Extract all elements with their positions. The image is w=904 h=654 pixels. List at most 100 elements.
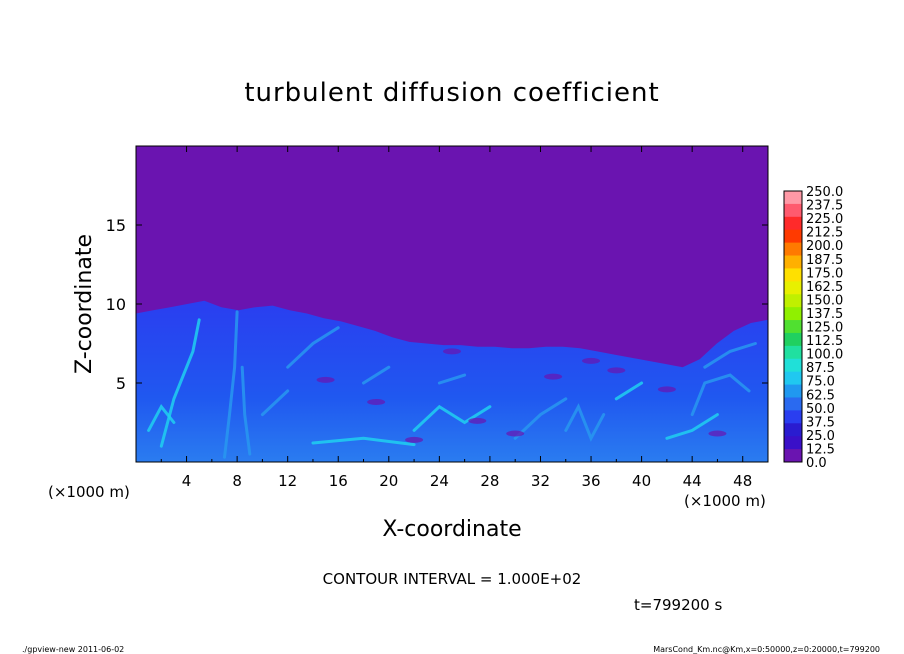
low-value-patch [544,373,563,380]
time-text: t=799200 s [634,596,722,614]
x-tick-label: 48 [733,472,752,490]
x-tick-label: 12 [278,472,297,490]
footer-left: ./gpview-new 2011-06-02 [22,645,124,654]
y-axis-label: Z-coordinate [72,234,97,374]
colorbar-label: 25.0 [806,429,835,444]
low-value-patch [443,348,461,355]
x-tick-label: 4 [182,472,192,490]
colorbar-label: 37.5 [806,415,835,430]
colorbar-label: 212.5 [806,226,843,241]
colorbar-swatch [784,345,802,360]
colorbar-label: 87.5 [806,361,835,376]
x-tick-label: 28 [480,472,499,490]
colorbar-label: 12.5 [806,442,835,457]
x-tick-label: 16 [329,472,348,490]
x-tick-label: 20 [379,472,398,490]
x-unit-label-right: (×1000 m) [684,492,766,510]
x-tick-label: 44 [683,472,702,490]
x-unit-label-left: (×1000 m) [48,483,130,501]
colorbar-swatch [784,203,802,218]
colorbar-label: 0.0 [806,456,827,471]
colorbar-label: 137.5 [806,307,843,322]
colorbar-swatch [784,191,802,205]
colorbar-swatch [784,281,802,295]
low-value-patch [405,436,424,443]
x-axis: 4 8 12 16 20 24 28 32 36 40 44 48 [160,146,752,490]
colorbar-label: 187.5 [806,253,843,268]
x-tick-label: 32 [531,472,550,490]
boundary-layer-region [136,300,768,462]
turbulent-streak [437,373,467,385]
colorbar-label: 225.0 [806,212,843,227]
colorbar-swatch [784,320,802,334]
turbulent-streak [223,310,239,459]
turbulent-streak [564,403,606,442]
y-tick-label: 15 [106,216,126,235]
x-axis-label: X-coordinate [382,517,521,542]
low-value-patch [506,430,525,437]
y-tick-label: 10 [106,295,126,314]
y-tick-label: 5 [116,374,126,393]
turbulent-streak [690,373,751,417]
x-tick-label: 36 [581,472,600,490]
colorbar-label: 250.0 [806,185,843,200]
turbulent-streak [513,397,568,440]
plot-area [135,145,769,463]
heatmap-field [136,300,768,462]
colorbar-swatch [784,307,802,321]
turbulent-streak [311,436,416,447]
colorbar-swatch [784,229,802,244]
footer-right: MarsCond_Km.nc@Km,x=0:50000,z=0:20000,t=… [653,645,880,654]
y-axis: 5 10 15 [106,216,768,393]
colorbar: 250.0237.5225.0212.5200.0187.5175.0162.5… [783,185,843,471]
turbulent-streak [286,326,340,369]
colorbar-label: 200.0 [806,239,843,254]
colorbar-swatch [784,255,802,269]
colorbar-label: 125.0 [806,321,843,336]
colorbar-swatch [784,371,802,386]
low-value-patch [468,417,487,424]
colorbar-swatch [784,410,802,424]
colorbar-swatch [784,294,802,308]
colorbar-swatch [784,216,802,231]
x-tick-label: 24 [430,472,449,490]
turbulent-streak [412,404,492,432]
colorbar-swatch [784,242,802,257]
colorbar-label: 150.0 [806,293,843,308]
low-value-patch [607,367,626,374]
colorbar-label: 62.5 [806,388,835,403]
turbulent-streak [362,365,391,385]
colorbar-label: 50.0 [806,402,835,417]
turbulent-streak [147,403,176,432]
low-value-patch [708,430,727,437]
contour-interval-text: CONTOUR INTERVAL = 1.000E+02 [323,570,582,588]
turbulent-streak [240,365,252,456]
colorbar-swatch [784,423,802,437]
colorbar-label: 112.5 [806,334,843,349]
colorbar-swatch [784,449,802,463]
low-value-patch [582,357,601,364]
colorbar-swatch [784,397,802,411]
colorbar-frame [783,190,803,463]
low-value-patch [657,386,676,393]
turbulent-streak [703,342,757,369]
turbulent-streak [665,413,719,440]
x-tick-label: 8 [232,472,242,490]
x-tick-label: 40 [632,472,651,490]
low-value-patch [367,398,386,405]
colorbar-swatch [784,268,802,282]
colorbar-swatch [784,332,802,347]
colorbar-label: 175.0 [806,266,843,281]
low-value-patch [316,376,335,383]
turbulent-streak [614,381,644,401]
colorbar-label: 100.0 [806,348,843,363]
colorbar-swatch [784,384,802,398]
turbulent-streak [159,318,201,448]
turbulent-streak [260,389,290,417]
colorbar-swatch [784,358,802,373]
colorbar-label: 237.5 [806,199,843,214]
colorbar-swatch [784,436,802,450]
chart-title: turbulent diffusion coefficient [244,78,659,108]
colorbar-label: 75.0 [806,375,835,390]
